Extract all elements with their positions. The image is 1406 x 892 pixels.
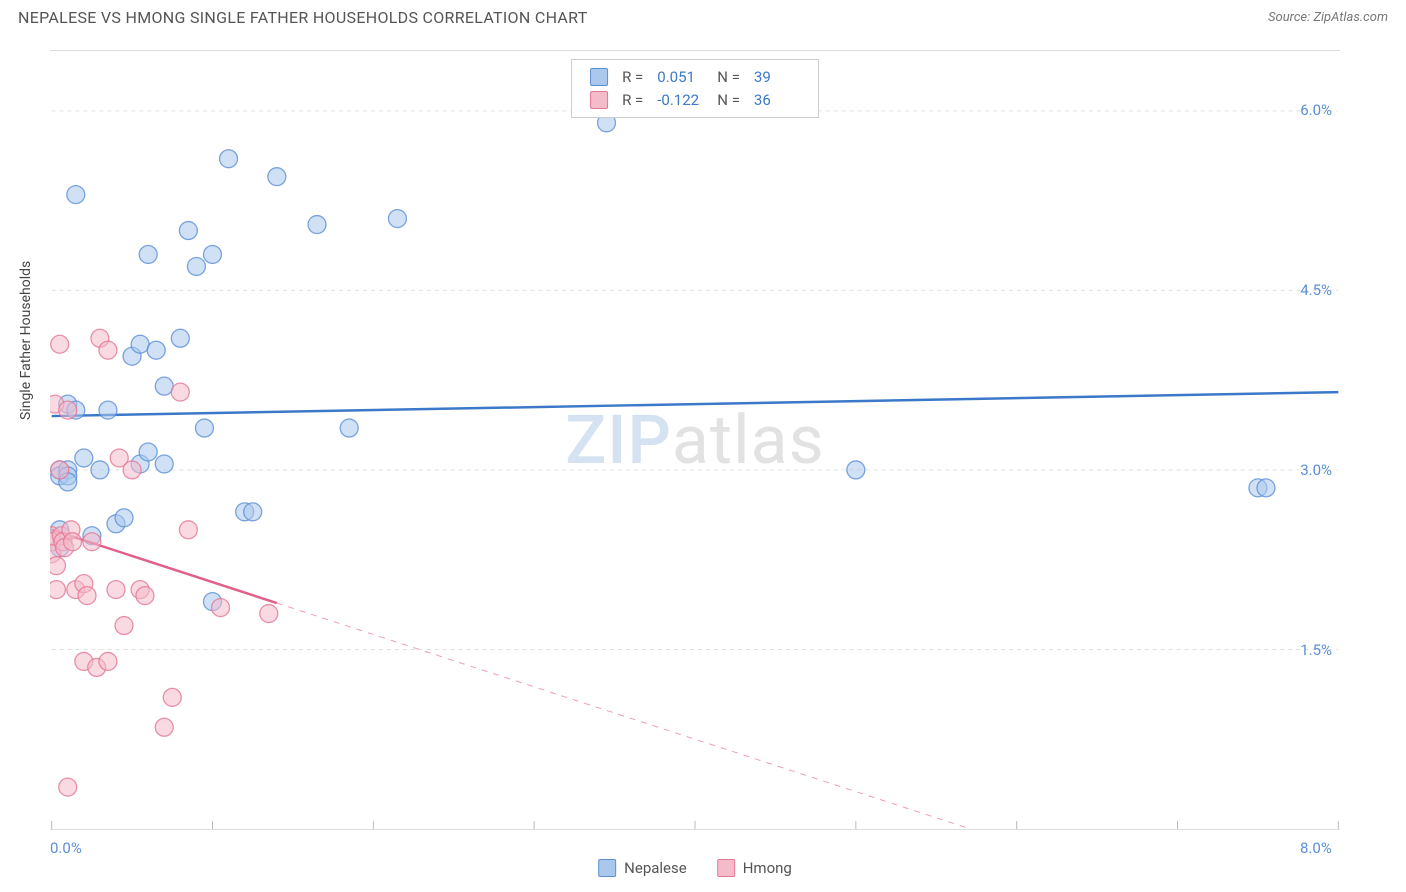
n-value: 39 [754, 66, 800, 89]
stats-row: R = 0.051 N = 39 [590, 66, 800, 89]
stats-row: R = -0.122 N = 36 [590, 89, 800, 112]
r-label: R = [622, 89, 643, 112]
r-value: 0.051 [657, 66, 703, 89]
series-swatch [590, 68, 608, 86]
r-label: R = [622, 66, 643, 89]
x-tick-label: 8.0% [1300, 839, 1332, 857]
y-tick-label: 6.0% [1300, 101, 1332, 119]
series-swatch [590, 91, 608, 109]
chart-plot-area: ZIPatlas R =0.051N =39R =-0.122N =36 Nep… [50, 50, 1340, 830]
legend-item: Nepalese [598, 859, 687, 877]
legend-swatch [598, 859, 616, 877]
n-value: 36 [754, 89, 800, 112]
source-attribution: Source: ZipAtlas.com [1268, 10, 1388, 25]
y-tick-label: 4.5% [1300, 281, 1332, 299]
y-tick-label: 1.5% [1300, 641, 1332, 659]
legend-label: Nepalese [624, 859, 687, 877]
legend-swatch [717, 859, 735, 877]
x-tick-label: 0.0% [50, 839, 82, 857]
legend-item: Hmong [717, 859, 792, 877]
correlation-stats-box: R = 0.051 N = 39 R = -0.122 N = 36 [571, 59, 819, 118]
chart-header: NEPALESE VS HMONG SINGLE FATHER HOUSEHOL… [0, 0, 1406, 31]
y-tick-label: 3.0% [1300, 461, 1332, 479]
y-axis-label: Single Father Households [18, 261, 34, 420]
chart-title: NEPALESE VS HMONG SINGLE FATHER HOUSEHOL… [18, 8, 588, 27]
n-label: N = [717, 66, 740, 89]
n-label: N = [717, 89, 740, 112]
legend-label: Hmong [743, 859, 792, 877]
scatter-plot-svg [50, 51, 1340, 829]
r-value: -0.122 [657, 89, 703, 112]
legend: Nepalese Hmong [598, 859, 792, 877]
